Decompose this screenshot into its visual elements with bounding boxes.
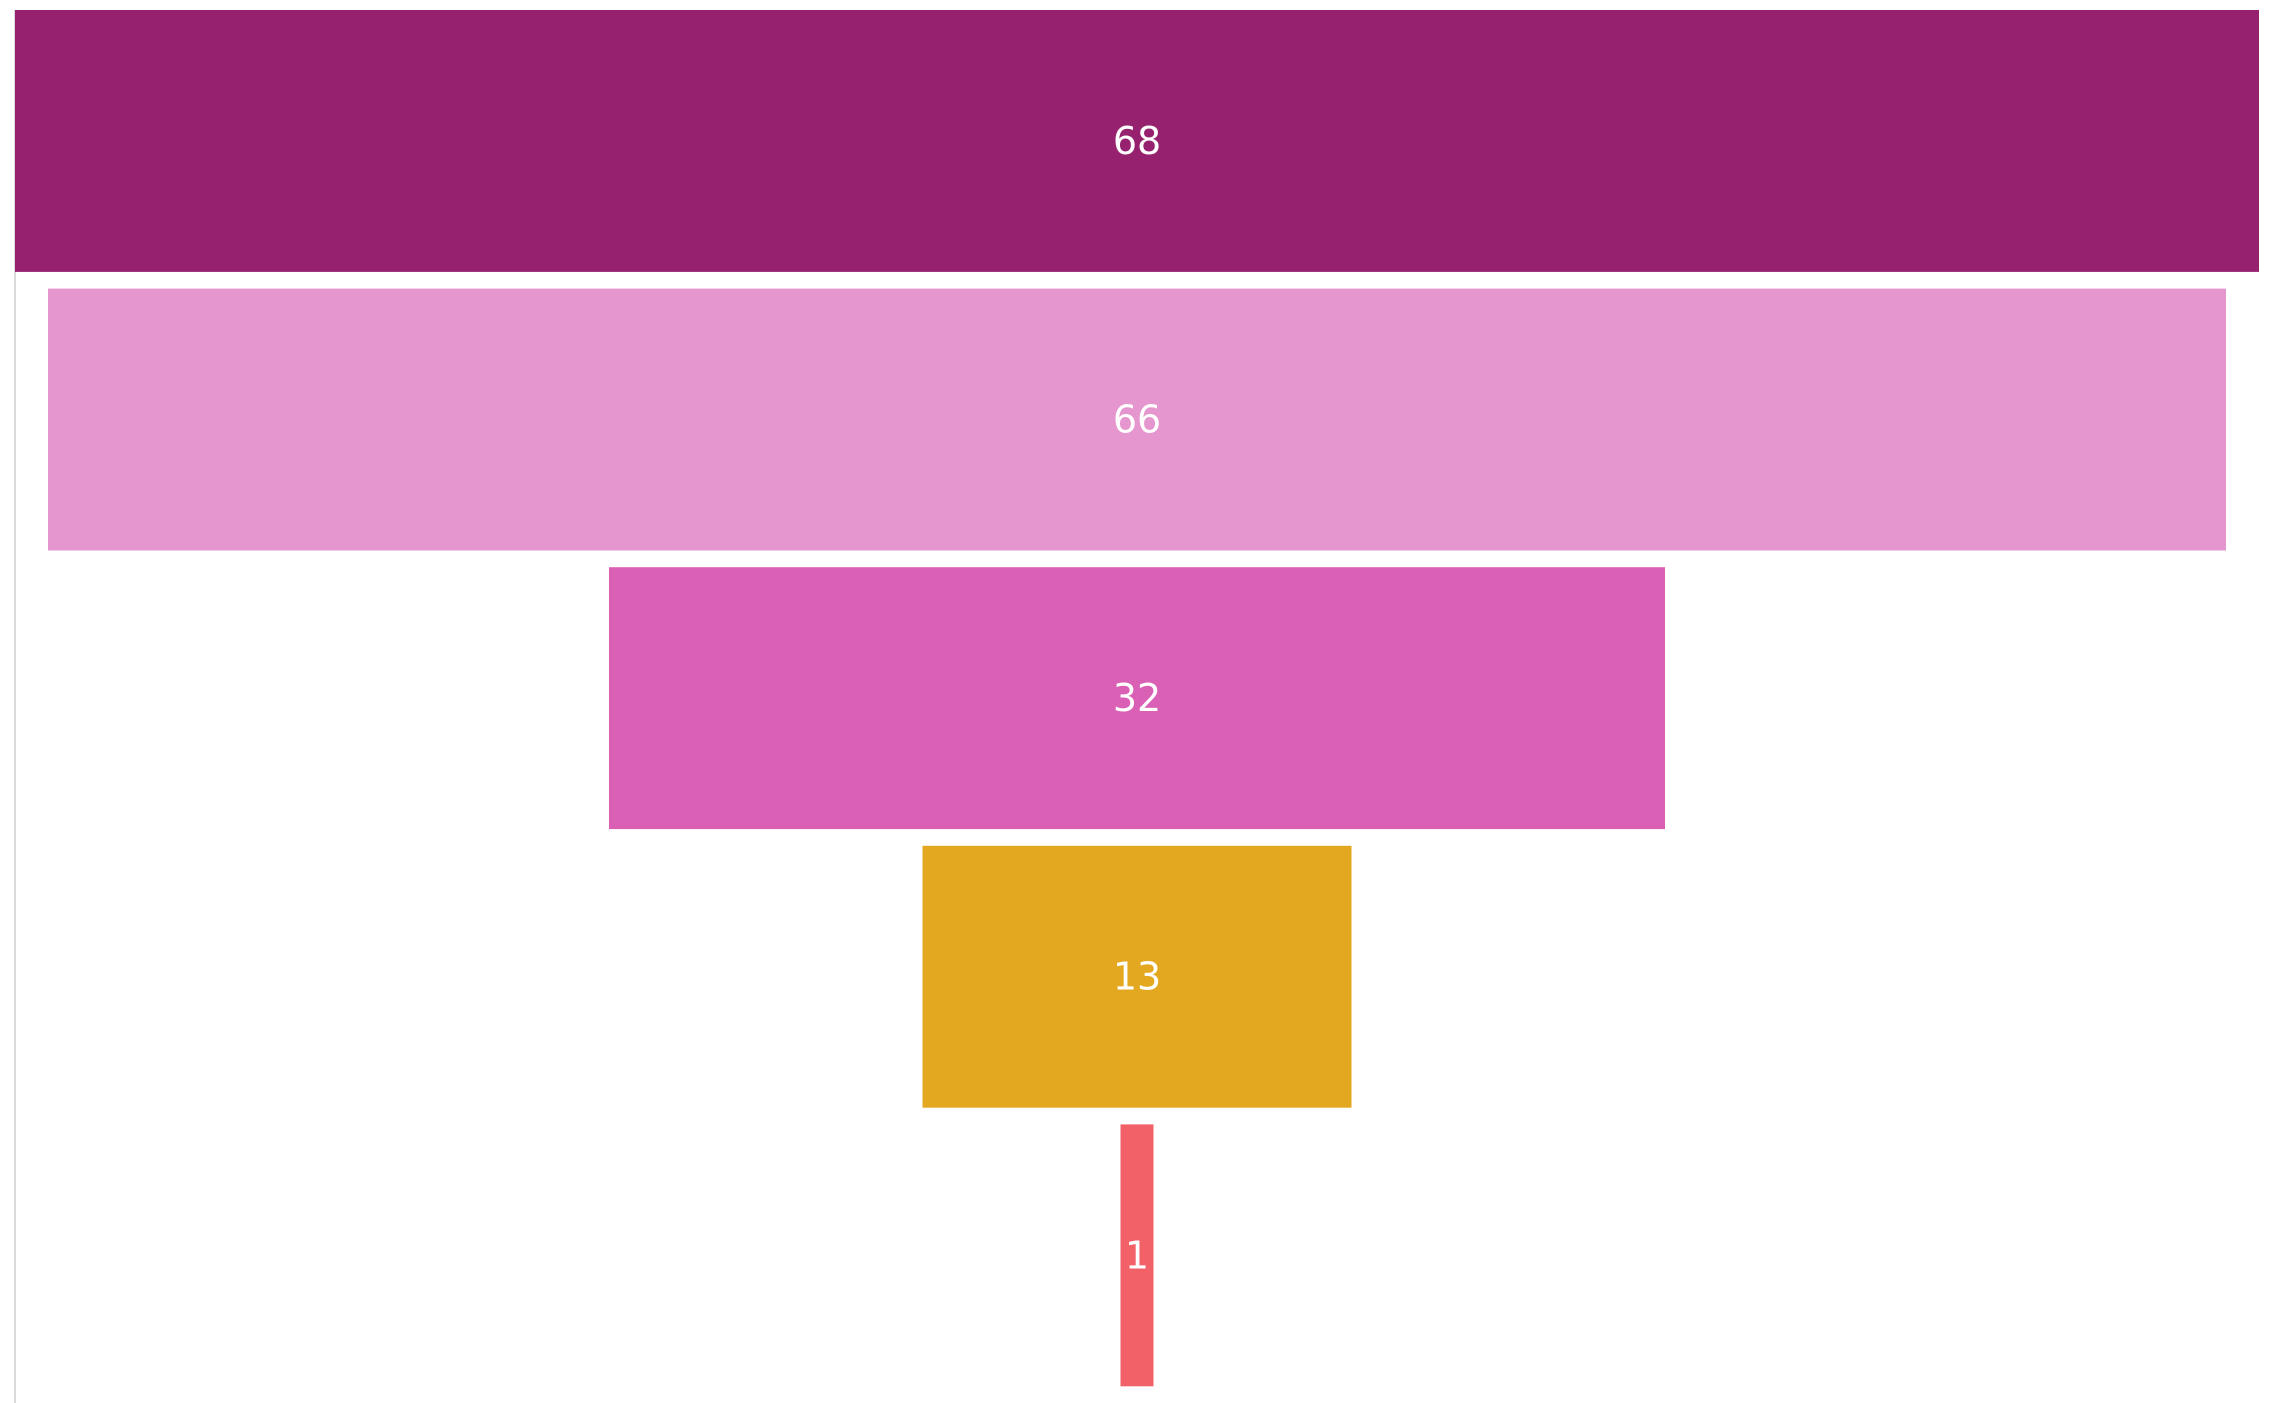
- funnel-bar-2: [48, 288, 2226, 551]
- funnel-bar-5: [1120, 1124, 1154, 1387]
- data-labels-layer: 68 66 32 13 1: [1113, 119, 1161, 1277]
- bars-layer: [15, 10, 2259, 1387]
- funnel-bar-4: [922, 845, 1352, 1108]
- data-label-3: 32: [1113, 676, 1161, 720]
- funnel-bar-1: [15, 10, 2259, 272]
- data-label-1: 68: [1113, 119, 1161, 163]
- funnel-bar-3: [609, 567, 1665, 830]
- data-label-4: 13: [1113, 955, 1161, 999]
- data-label-2: 66: [1113, 398, 1161, 442]
- data-label-5: 1: [1125, 1233, 1149, 1277]
